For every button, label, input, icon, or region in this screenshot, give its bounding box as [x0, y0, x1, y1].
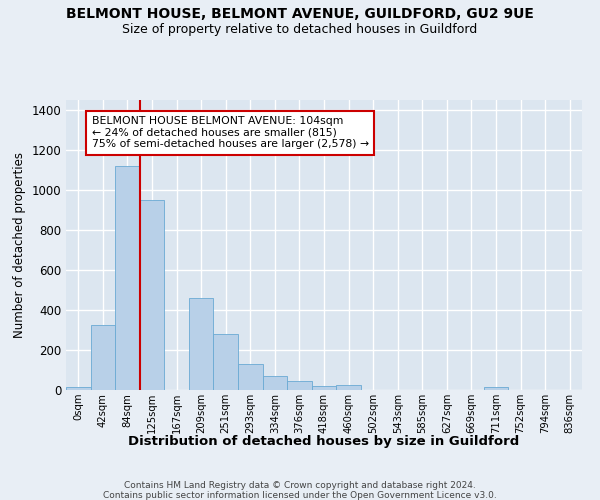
Text: Contains HM Land Registry data © Crown copyright and database right 2024.: Contains HM Land Registry data © Crown c… [124, 481, 476, 490]
Bar [287, 381, 312, 390]
Text: Contains public sector information licensed under the Open Government Licence v3: Contains public sector information licen… [103, 491, 497, 500]
Text: Distribution of detached houses by size in Guildford: Distribution of detached houses by size … [128, 435, 520, 448]
Y-axis label: Number of detached properties: Number of detached properties [13, 152, 26, 338]
Bar [263, 376, 287, 390]
Bar [91, 325, 115, 390]
Bar [336, 385, 361, 390]
Bar [214, 334, 238, 390]
Bar [140, 200, 164, 390]
Bar [312, 386, 336, 390]
Bar [66, 387, 91, 390]
Bar [189, 298, 214, 390]
Text: Size of property relative to detached houses in Guildford: Size of property relative to detached ho… [122, 22, 478, 36]
Text: BELMONT HOUSE BELMONT AVENUE: 104sqm
← 24% of detached houses are smaller (815)
: BELMONT HOUSE BELMONT AVENUE: 104sqm ← 2… [92, 116, 369, 149]
Bar [484, 387, 508, 390]
Bar [115, 166, 140, 390]
Bar [238, 364, 263, 390]
Text: BELMONT HOUSE, BELMONT AVENUE, GUILDFORD, GU2 9UE: BELMONT HOUSE, BELMONT AVENUE, GUILDFORD… [66, 8, 534, 22]
